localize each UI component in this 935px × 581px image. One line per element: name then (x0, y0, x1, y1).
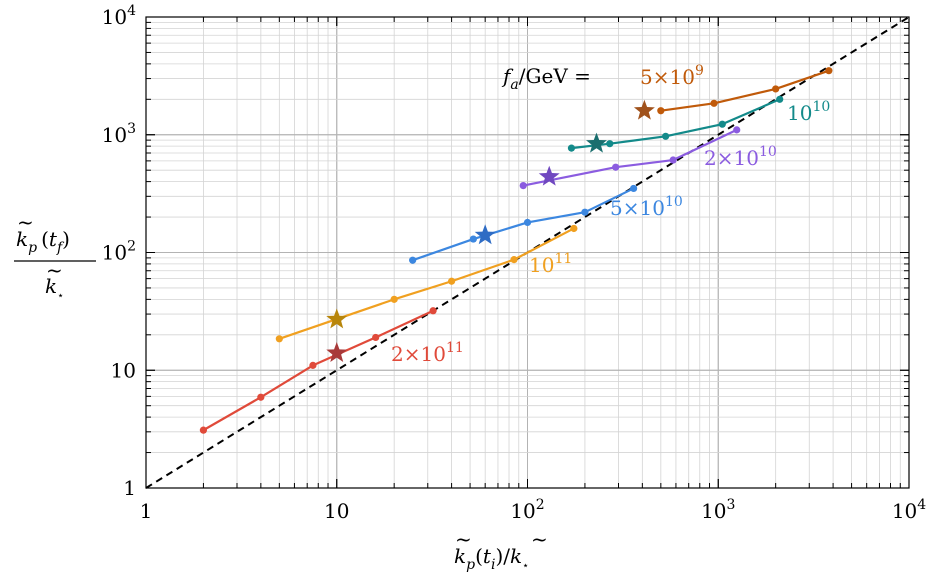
series-point (710, 99, 718, 107)
series-point (612, 163, 620, 171)
series-point (662, 132, 670, 140)
x-tick-label: 104 (892, 497, 926, 523)
star-marker (633, 99, 655, 120)
series-4 (275, 224, 578, 343)
series-point (776, 95, 784, 103)
series-point (469, 235, 477, 243)
series-label-0: 5×109 (640, 63, 704, 89)
series-point (772, 85, 780, 93)
y-tick-label: 103 (102, 121, 136, 147)
y-label-tilde-1: ~ (17, 210, 34, 234)
series-point (409, 256, 417, 264)
series-point (630, 184, 638, 193)
series-point (429, 307, 437, 315)
series-label-5: 2×1011 (391, 340, 464, 366)
series-label-2: 2×1010 (704, 144, 777, 170)
series-line (523, 128, 738, 187)
star-marker (586, 132, 607, 153)
series-point (390, 295, 398, 303)
series-point (718, 120, 726, 128)
series-point (257, 393, 265, 401)
series-point (581, 208, 589, 216)
star-marker (538, 165, 560, 186)
series-label-4: 1011 (529, 251, 572, 277)
y-tick-label: 102 (102, 239, 136, 265)
x-tick-label: 102 (510, 497, 544, 523)
axis-ticks: 1 10 102 103 104 1 10 102 103 104 (102, 3, 927, 523)
x-label-tilde-2: ~ (531, 527, 548, 551)
series-point (447, 277, 456, 285)
x-tick-label: 1 (140, 499, 153, 523)
series-layer (199, 67, 833, 434)
x-axis-label: kp(ti)/k⋆ (454, 544, 529, 573)
y-axis-label-denominator: k⋆ (45, 274, 64, 302)
x-tick-label: 103 (701, 497, 735, 523)
fa-legend-prefix: fa/GeV = (501, 64, 591, 93)
series-point (606, 140, 614, 148)
x-label-tilde-1: ~ (455, 527, 472, 551)
series-point (570, 224, 578, 233)
series-line (278, 227, 575, 340)
series-line (412, 187, 635, 262)
y-axis-label-numerator: kp (tf) (16, 227, 70, 256)
series-point (309, 361, 317, 369)
series-label-3: 5×1010 (610, 194, 683, 220)
series-labels: 5×109 1010 2×1010 5×1010 1011 2×1011 (391, 63, 830, 366)
series-point (199, 426, 208, 434)
series-point (733, 126, 741, 134)
star-marker (474, 224, 496, 245)
series-point (523, 218, 532, 227)
grid-lines (145, 16, 910, 489)
series-0 (633, 67, 833, 120)
y-tick-label: 1 (123, 476, 136, 500)
series-point (372, 333, 380, 342)
series-point (825, 67, 833, 75)
series-point (669, 156, 677, 164)
series-label-1: 1010 (787, 99, 830, 125)
x-tick-label: 10 (324, 499, 349, 523)
series-5 (199, 307, 437, 434)
series-2 (519, 126, 741, 190)
y-tick-label: 10 (111, 358, 136, 382)
star-marker (326, 308, 348, 329)
star-marker (326, 342, 348, 362)
series-point (657, 107, 665, 115)
series-line (660, 69, 830, 112)
y-label-tilde-2: ~ (46, 258, 63, 282)
series-1 (567, 95, 784, 153)
y-tick-label: 104 (102, 3, 136, 29)
series-point (519, 181, 527, 190)
series-point (510, 256, 518, 264)
series-point (275, 335, 283, 343)
series-point (567, 144, 576, 152)
series-3 (409, 184, 638, 264)
